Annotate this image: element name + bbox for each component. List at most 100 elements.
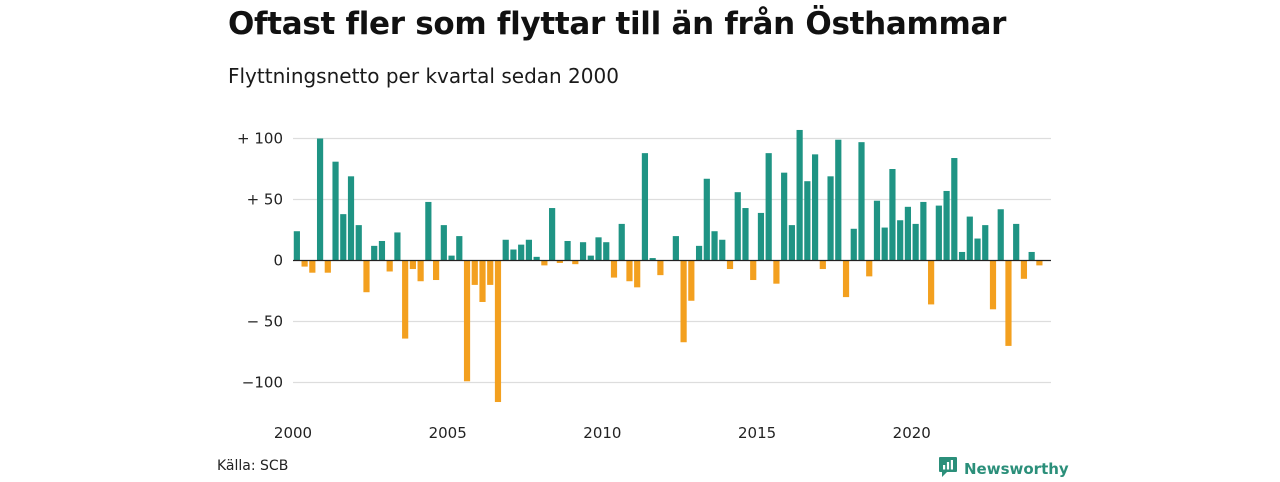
bar-2007Q4: [533, 256, 540, 261]
bar-2023Q2: [1013, 223, 1020, 261]
bar-2019Q1: [881, 227, 888, 261]
bar-2001Q3: [340, 214, 347, 261]
bar-2017Q3: [835, 139, 842, 261]
bar-2007Q2: [518, 244, 525, 261]
chart-subtitle: Flyttningsnetto per kvartal sedan 2000: [228, 64, 619, 88]
bar-2010Q2: [610, 260, 618, 278]
bar-2020Q3: [928, 260, 935, 305]
bar-2020Q2: [920, 201, 927, 261]
x-tick-label: 2020: [893, 424, 931, 442]
bar-2022Q4: [997, 209, 1004, 261]
bar-2009Q4: [595, 237, 602, 261]
bar-2013Q2: [703, 178, 710, 261]
bar-2004Q1: [417, 260, 424, 282]
brand-name: Newsworthy: [964, 460, 1069, 478]
bar-2014Q1: [726, 260, 734, 270]
bar-2023Q4: [1028, 251, 1035, 261]
bar-2021Q1: [943, 190, 950, 261]
bar-2009Q2: [579, 242, 587, 261]
bar-2013Q3: [711, 231, 718, 261]
bar-2016Q3: [804, 181, 811, 261]
bar-2021Q3: [958, 251, 966, 261]
bar-2003Q2: [394, 232, 401, 261]
chart-title: Oftast fler som flyttar till än från Öst…: [228, 6, 1007, 42]
bar-2016Q2: [796, 129, 803, 261]
bar-2021Q4: [966, 216, 973, 261]
bar-2005Q4: [471, 260, 478, 285]
bar-2008Q2: [549, 208, 556, 261]
bar-2020Q4: [935, 205, 942, 261]
bar-2005Q1: [448, 255, 455, 261]
bar-2014Q4: [750, 260, 757, 281]
bar-2000Q1: [293, 231, 300, 261]
bar-2010Q1: [603, 242, 610, 261]
bar-2002Q4: [378, 240, 386, 261]
bar-2015Q1: [757, 212, 765, 261]
bar-2014Q3: [742, 208, 749, 261]
y-tick-label: 0: [273, 252, 283, 270]
bar-2009Q3: [587, 255, 594, 261]
bar-2022Q3: [989, 260, 997, 310]
bar-2019Q2: [889, 169, 896, 261]
bar-2018Q3: [866, 260, 873, 277]
bar-2003Q1: [386, 260, 393, 272]
bar-2013Q1: [695, 245, 703, 261]
bar-2017Q1: [819, 260, 826, 270]
bar-2016Q4: [812, 154, 819, 261]
bar-2006Q4: [502, 239, 509, 261]
source-note: Källa: SCB: [217, 458, 289, 474]
bar-2019Q3: [897, 220, 904, 261]
bar-2010Q4: [626, 260, 633, 282]
y-tick-label: −100: [242, 374, 283, 392]
bar-2000Q2: [301, 260, 308, 267]
bar-2015Q4: [781, 172, 788, 261]
bar-2006Q1: [479, 260, 486, 302]
bar-2002Q1: [355, 225, 362, 261]
newsworthy-logo-icon: [938, 456, 958, 482]
bar-2004Q3: [433, 260, 440, 281]
bar-2017Q2: [827, 176, 834, 261]
bar-2019Q4: [904, 206, 911, 261]
y-tick-label: − 50: [247, 313, 283, 331]
bar-2013Q4: [719, 239, 726, 261]
bar-2016Q1: [788, 225, 795, 261]
x-tick-label: 2005: [429, 424, 467, 442]
bar-2022Q1: [974, 238, 981, 261]
bar-2017Q4: [842, 260, 850, 298]
bar-2005Q2: [456, 236, 463, 261]
bar-2004Q4: [440, 225, 447, 261]
bar-2008Q1: [541, 260, 548, 266]
bar-2018Q4: [873, 200, 881, 261]
bar-2001Q2: [332, 161, 339, 261]
bar-2020Q1: [912, 223, 919, 261]
bar-2021Q2: [951, 158, 958, 261]
bar-2000Q4: [316, 138, 324, 261]
y-axis-ticks: + 100 + 50 0 − 50 −100: [237, 130, 283, 392]
bar-2001Q4: [347, 176, 355, 261]
bar-2005Q3: [463, 260, 471, 382]
bar-2012Q4: [688, 260, 695, 301]
bar-2023Q1: [1005, 260, 1012, 346]
bar-2022Q2: [982, 225, 989, 261]
bar-2006Q2: [487, 260, 494, 285]
y-tick-label: + 50: [247, 191, 283, 209]
bar-2001Q1: [324, 260, 331, 273]
bar-2015Q3: [773, 260, 780, 284]
bar-2000Q3: [309, 260, 316, 273]
bar-2010Q3: [618, 223, 625, 261]
bar-2011Q2: [641, 153, 649, 261]
brand-logo: Newsworthy: [938, 456, 1069, 482]
bar-2002Q2: [363, 260, 370, 293]
bar-2003Q4: [409, 260, 416, 270]
x-axis-ticks: 2000 2005 2010 2015 2020: [274, 424, 931, 442]
bar-2011Q1: [634, 260, 641, 288]
x-tick-label: 2010: [583, 424, 621, 442]
bar-2003Q3: [402, 260, 409, 339]
bar-2011Q3: [649, 258, 656, 261]
bar-2011Q4: [657, 260, 664, 276]
gridlines: [293, 137, 1051, 384]
bar-2023Q3: [1020, 260, 1028, 279]
bar-2014Q2: [734, 192, 741, 261]
bar-2012Q2: [672, 236, 679, 261]
